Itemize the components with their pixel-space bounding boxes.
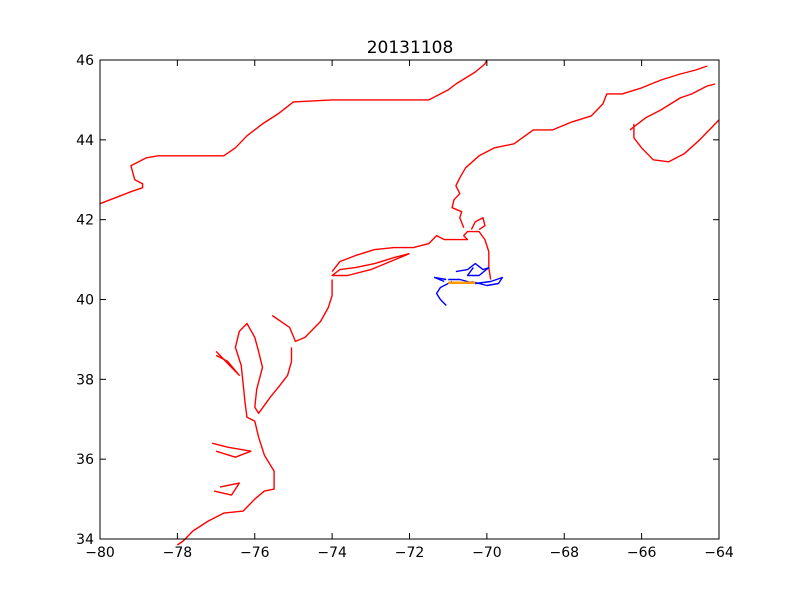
coastline-line-5 — [629, 83, 716, 131]
x-tick-label: −64 — [704, 545, 734, 561]
x-tick-label: −78 — [163, 545, 193, 561]
drifter-tracks-line-2 — [435, 280, 453, 306]
drifter-tracks-line-3 — [433, 276, 447, 283]
y-tick-label: 42 — [76, 213, 94, 229]
x-tick-label: −70 — [472, 545, 502, 561]
coastline-line-0 — [99, 59, 488, 205]
y-tick-label: 36 — [76, 452, 94, 468]
coastline-line-2 — [331, 252, 410, 277]
coastline-line-6 — [633, 119, 720, 163]
coastline-line-10 — [212, 442, 252, 458]
y-tick-label: 34 — [76, 532, 94, 548]
ticks-layer: −80 −78 −76 −74 −72 −70 −68 −66 −64 34 36 38 40 42 44 4… — [76, 53, 734, 561]
x-tick-label: −80 — [85, 545, 115, 561]
chart-title: 20131108 — [367, 38, 454, 58]
x-tick-label: −68 — [549, 545, 579, 561]
x-tick-label: −66 — [627, 545, 657, 561]
coastline-line-11 — [213, 482, 241, 496]
y-tick-label: 46 — [76, 53, 94, 69]
coastline-line-4 — [451, 65, 708, 228]
y-tick-label: 40 — [76, 293, 94, 309]
coastline-line-1 — [331, 230, 492, 280]
map-data-layer — [99, 59, 720, 546]
drifter-tracks-line-1 — [455, 262, 490, 277]
coastline-line-7 — [271, 279, 333, 343]
axes-frame — [99, 59, 720, 540]
x-tick-label: −74 — [317, 545, 347, 561]
y-tick-label: 38 — [76, 372, 94, 388]
coastline-line-3 — [470, 216, 486, 231]
coastline-line-8 — [177, 322, 293, 546]
x-tick-label: −76 — [240, 545, 270, 561]
x-tick-label: −72 — [395, 545, 425, 561]
coastline-line-9 — [215, 350, 241, 376]
drifter-tracks-line-0 — [448, 276, 504, 287]
y-tick-label: 44 — [76, 133, 94, 149]
